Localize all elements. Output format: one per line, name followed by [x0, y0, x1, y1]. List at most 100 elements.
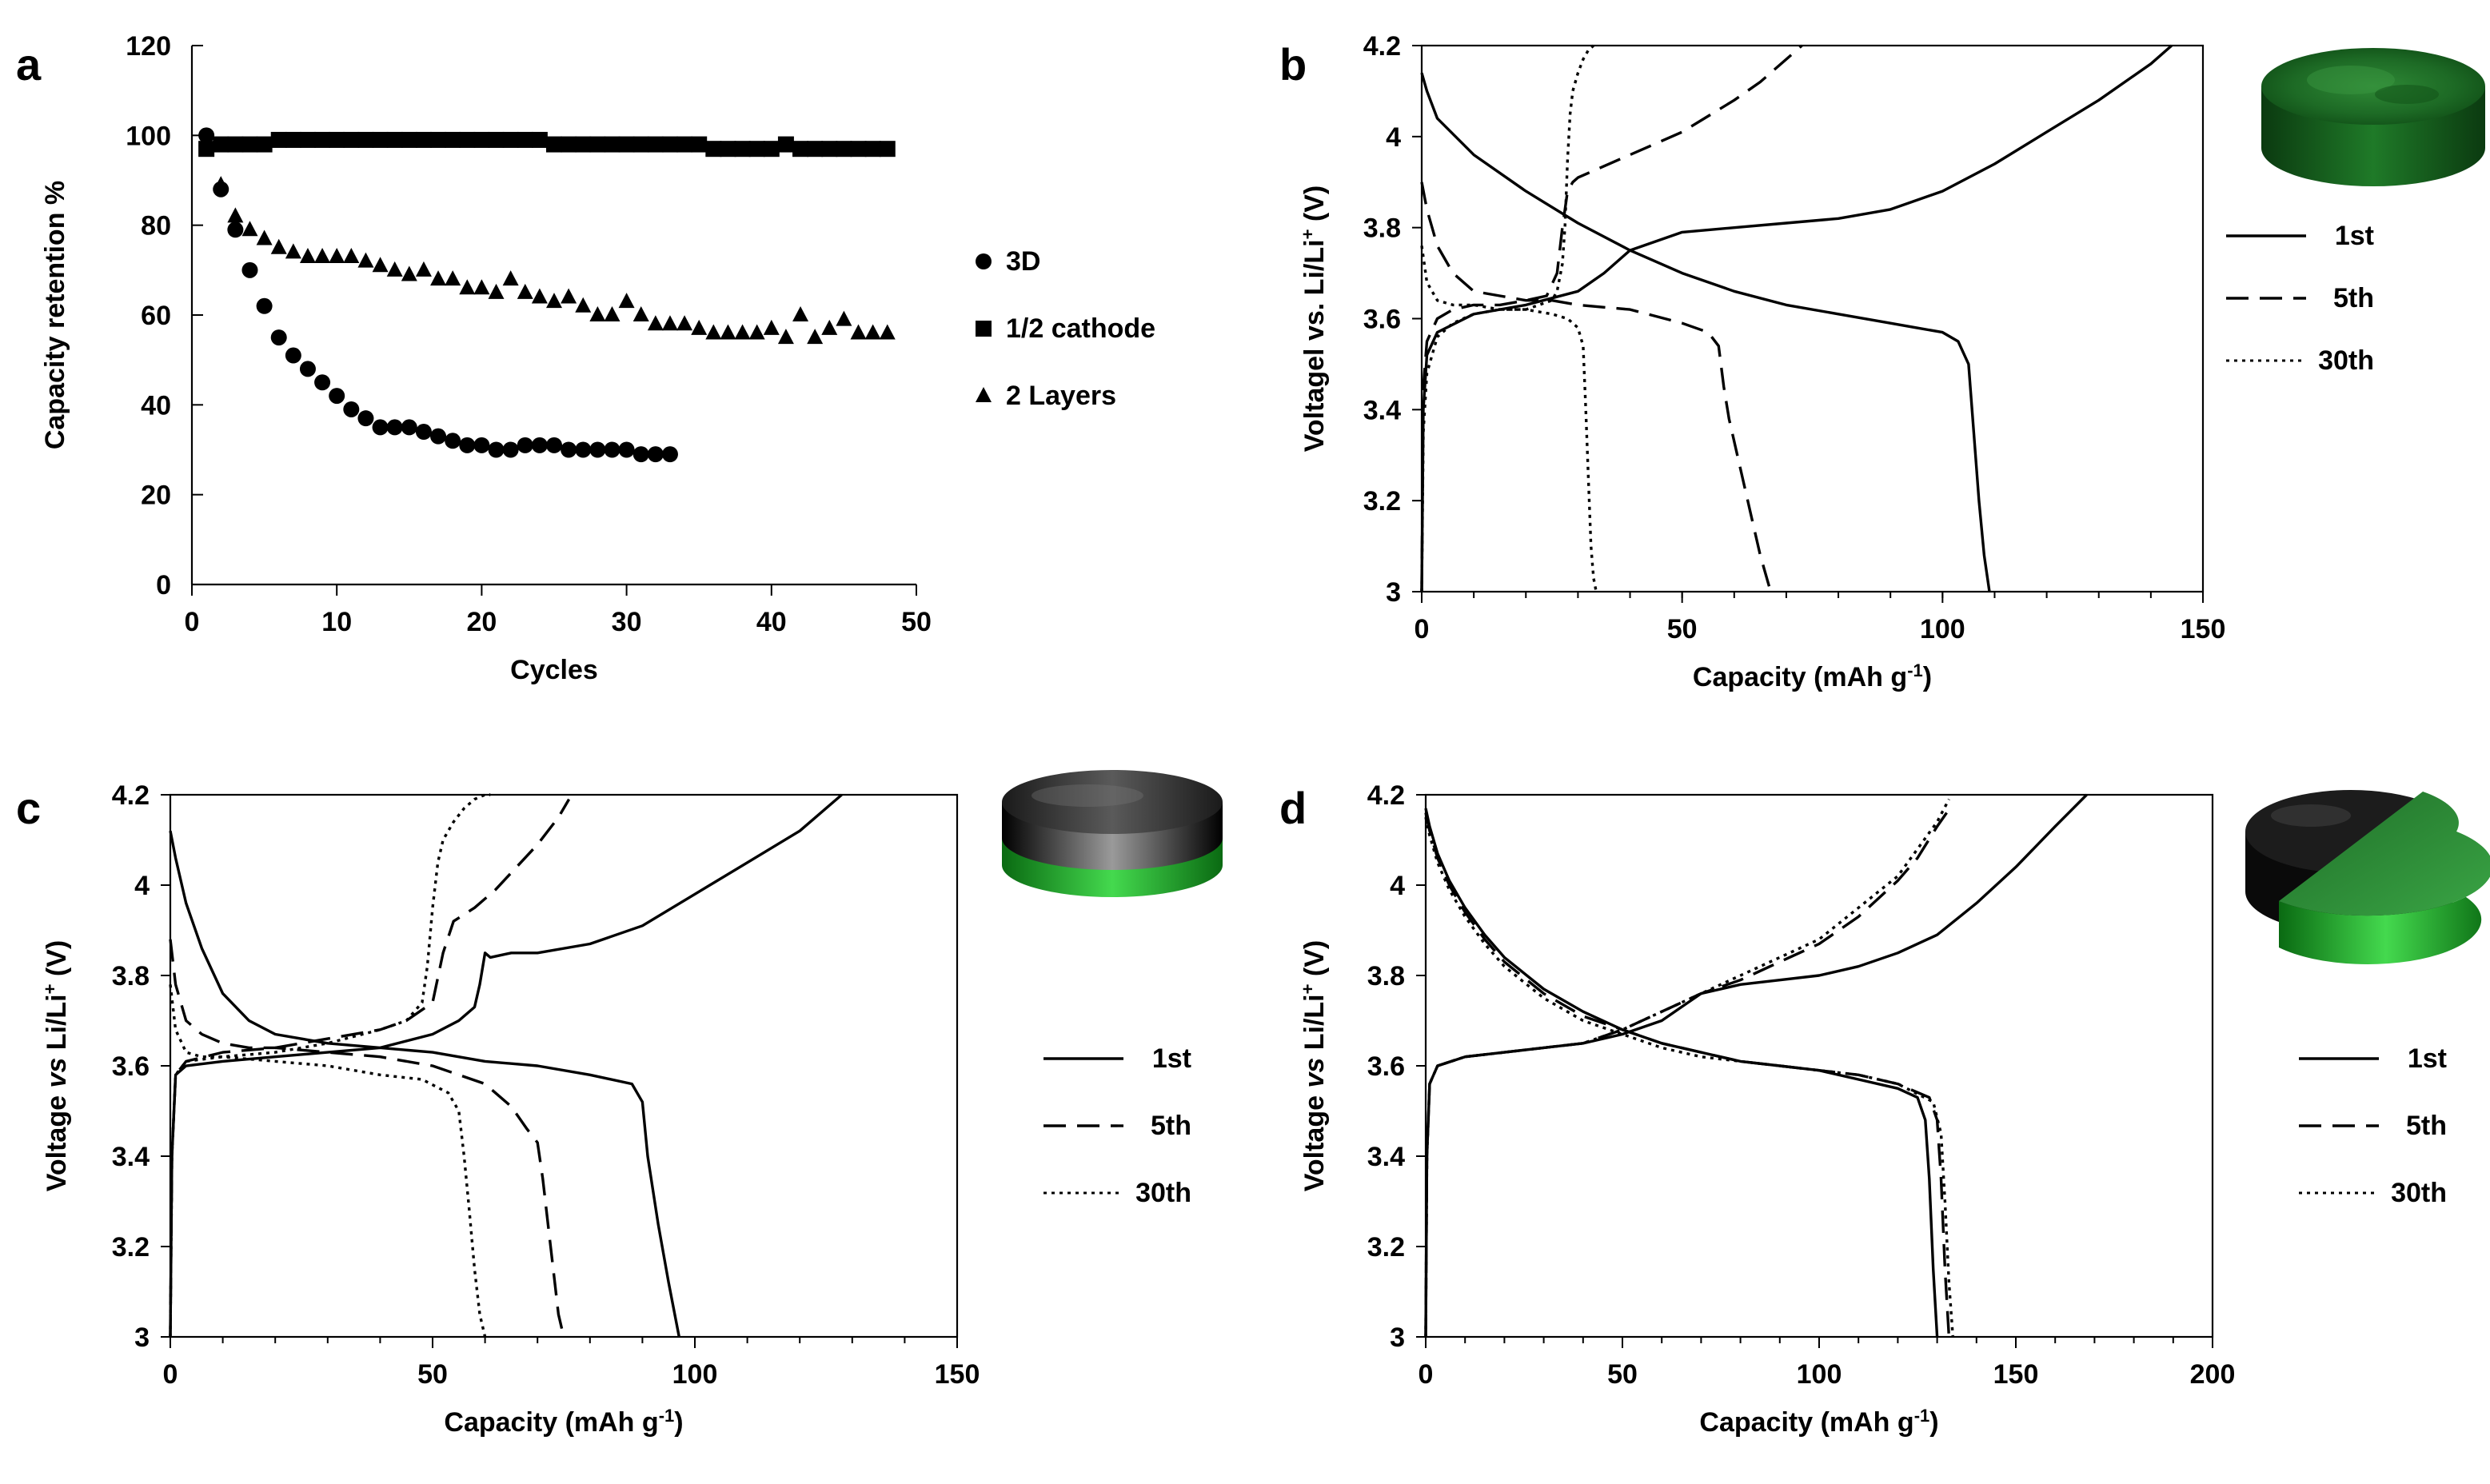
point-half-cathode	[256, 136, 273, 153]
point-half-cathode	[705, 141, 722, 158]
x-tick-label: 20	[466, 607, 497, 637]
point-half-cathode	[720, 141, 736, 158]
point-half-cathode	[618, 136, 635, 153]
x-axis-title-a: Cycles	[510, 655, 598, 685]
point-half-cathode	[561, 136, 577, 153]
legend-label: 30th	[1135, 1178, 1191, 1208]
point-half-cathode	[879, 141, 896, 158]
point-2-layers	[821, 319, 838, 335]
point-2-layers	[691, 319, 708, 335]
y-tick-label: 0	[156, 570, 171, 600]
legend-label: 1st	[2335, 221, 2374, 251]
point-3d	[430, 428, 447, 445]
point-3d	[604, 441, 621, 458]
panel-label-c: c	[16, 783, 41, 833]
point-2-layers	[850, 324, 867, 340]
legend-label: 2 Layers	[1006, 381, 1116, 411]
point-3d	[314, 374, 331, 391]
point-2-layers	[357, 252, 374, 268]
legend-label: 1/2 cathode	[1006, 313, 1155, 344]
electrode-illustration-2-layers	[1002, 770, 1223, 897]
point-2-layers	[561, 288, 577, 304]
point-2-layers	[763, 319, 780, 335]
point-half-cathode	[227, 136, 244, 153]
panel-label-b: b	[1279, 39, 1307, 90]
point-2-layers	[285, 243, 301, 259]
point-half-cathode	[691, 136, 708, 153]
point-3d	[575, 441, 592, 458]
point-3d	[386, 419, 403, 436]
x-tick-label: 50	[1607, 1359, 1638, 1390]
point-2-layers	[836, 310, 852, 326]
y-tick-label: 3.8	[1367, 961, 1405, 991]
point-3d	[502, 441, 519, 458]
x-tick-label: 100	[1920, 614, 1965, 644]
point-2-layers	[299, 247, 316, 263]
point-half-cathode	[329, 131, 345, 148]
y-tick-label: 4	[1390, 871, 1405, 901]
point-half-cathode	[415, 131, 432, 148]
point-3d	[256, 297, 273, 314]
point-2-layers	[879, 324, 896, 340]
curve-1st-discharge	[1420, 72, 1991, 592]
point-2-layers	[647, 315, 664, 331]
point-3d	[415, 424, 432, 441]
point-2-layers	[777, 329, 794, 345]
legend-label: 30th	[2391, 1178, 2447, 1208]
point-half-cathode	[807, 141, 824, 158]
curve-1st-charge	[169, 793, 843, 1338]
point-2-layers	[705, 324, 722, 340]
x-tick-label: 50	[1667, 614, 1698, 644]
point-2-layers	[604, 306, 621, 321]
point-2-layers	[198, 130, 215, 146]
x-axis-title-b: Capacity (mAh g-1)	[1693, 660, 1932, 693]
x-tick-label: 50	[417, 1359, 448, 1390]
chart-panel-d: 3 3.2 3.4 3.6 3.8 4 4.2 0 50 100 150 200 Capacity (m…	[1298, 780, 2448, 1438]
point-3d	[401, 419, 417, 436]
point-half-cathode	[213, 136, 229, 153]
point-2-layers	[792, 306, 809, 321]
point-half-cathode	[502, 131, 519, 148]
point-half-cathode	[241, 136, 258, 153]
curve-30th-charge	[1424, 798, 1950, 1338]
x-tick-label: 0	[1415, 614, 1430, 644]
point-half-cathode	[459, 131, 476, 148]
panel-label-d: d	[1279, 783, 1307, 833]
point-half-cathode	[343, 131, 360, 148]
point-2-layers	[864, 324, 881, 340]
point-half-cathode	[864, 141, 881, 158]
point-2-layers	[517, 283, 533, 299]
point-3d	[561, 441, 577, 458]
point-2-layers	[430, 270, 447, 286]
point-3d	[459, 437, 476, 453]
point-3d	[285, 347, 301, 364]
point-2-layers	[502, 270, 519, 286]
point-3d	[241, 261, 258, 278]
point-half-cathode	[763, 141, 780, 158]
point-3d	[299, 361, 316, 377]
curve-5th-charge	[1424, 803, 1954, 1338]
x-tick-label: 0	[163, 1359, 178, 1390]
point-half-cathode	[517, 131, 533, 148]
point-3d	[343, 401, 360, 417]
x-tick-label: 40	[756, 607, 787, 637]
panel-label-a: a	[16, 39, 42, 90]
point-half-cathode	[792, 141, 809, 158]
point-3d	[473, 437, 490, 453]
point-half-cathode	[299, 131, 316, 148]
y-tick-label: 3.6	[112, 1051, 150, 1082]
point-half-cathode	[546, 136, 562, 153]
y-tick-label: 60	[141, 301, 171, 331]
plot-frame-b	[1420, 44, 2205, 593]
point-2-layers	[459, 279, 476, 295]
point-3d	[329, 388, 345, 405]
y-tick-label: 3.4	[112, 1142, 150, 1172]
y-axis-title-a: Capacity retention %	[40, 181, 70, 449]
x-axis-title-c: Capacity (mAh g-1)	[444, 1406, 683, 1438]
point-3d	[488, 441, 505, 458]
point-2-layers	[531, 288, 548, 304]
point-3d	[517, 437, 533, 453]
point-3d	[531, 437, 548, 453]
point-2-layers	[314, 247, 331, 263]
